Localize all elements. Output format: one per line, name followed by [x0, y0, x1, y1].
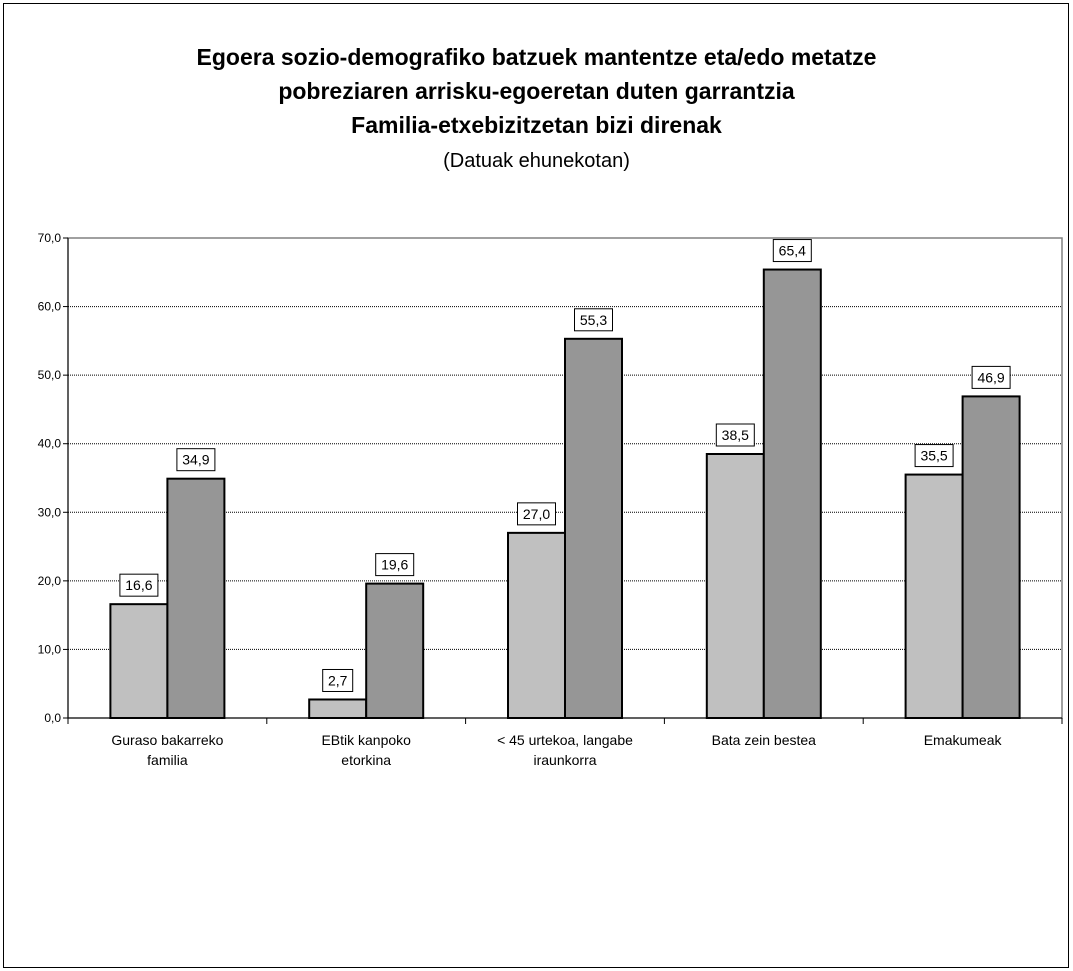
data-label: 38,5	[722, 427, 749, 443]
data-label: 2,7	[328, 672, 348, 688]
bar	[166, 477, 226, 719]
data-label: 16,6	[125, 577, 152, 593]
data-label-box	[772, 239, 812, 263]
data-label: 35,5	[920, 448, 947, 464]
data-label-box	[375, 553, 415, 577]
data-label: 65,4	[779, 243, 806, 259]
data-label-box	[176, 448, 216, 472]
tick-labels: 0,0 10,0 20,0 30,0 40,0 50,0 60,0 70,0 Guraso ba…	[38, 231, 1003, 768]
bar	[109, 603, 169, 720]
bar	[904, 473, 964, 720]
chart-title-line-2: pobreziaren arrisku-egoeretan duten garr…	[278, 78, 795, 104]
chart-subtitle: (Datuak ehunekotan)	[443, 150, 630, 172]
data-labels: 16,6 34,9 2,7 19,6 27,0 55,3 38,5 65,4 35,5 46,9	[119, 239, 1011, 692]
bar	[705, 453, 765, 719]
x-category-label: Guraso bakarreko	[111, 732, 223, 748]
bar	[961, 395, 1021, 719]
data-label-box	[971, 365, 1011, 389]
bar	[308, 698, 368, 720]
x-category-label: EBtik kanpoko	[321, 732, 411, 748]
data-label-box	[322, 668, 354, 692]
data-label-box	[715, 423, 755, 447]
y-tick-label: 60,0	[38, 300, 62, 314]
bars	[109, 268, 1021, 720]
x-category-label: Emakumeak	[924, 732, 1003, 748]
data-label-box	[914, 444, 954, 468]
bar	[564, 337, 623, 719]
x-category-label: < 45 urtekoa, langabe	[497, 732, 633, 748]
y-tick-label: 0,0	[44, 711, 61, 725]
data-label-box	[119, 573, 159, 597]
y-tick-label: 20,0	[38, 574, 62, 588]
bar	[507, 531, 566, 719]
data-label: 34,9	[182, 452, 209, 468]
x-category-label: Bata zein bestea	[712, 732, 817, 748]
data-label: 27,0	[523, 506, 550, 522]
data-label-box	[574, 308, 613, 332]
x-category-label: iraunkorra	[533, 752, 596, 768]
data-label-box	[517, 502, 556, 526]
chart-title-line-1: Egoera sozio-demografiko batzuek mantent…	[196, 44, 877, 70]
data-label: 19,6	[381, 557, 408, 573]
y-tick-label: 70,0	[38, 231, 62, 245]
data-label: 46,9	[977, 369, 1004, 385]
bar	[365, 582, 425, 719]
x-category-label: familia	[147, 752, 188, 768]
y-tick-label: 50,0	[38, 368, 62, 382]
y-tick-label: 30,0	[38, 505, 62, 519]
chart-title-line-3: Familia-etxebizitzetan bizi direnak	[351, 112, 722, 138]
x-category-label: etorkina	[341, 752, 391, 768]
data-label: 55,3	[580, 312, 607, 328]
y-tick-label: 10,0	[38, 642, 62, 656]
bar	[762, 268, 822, 719]
y-tick-label: 40,0	[38, 437, 62, 451]
